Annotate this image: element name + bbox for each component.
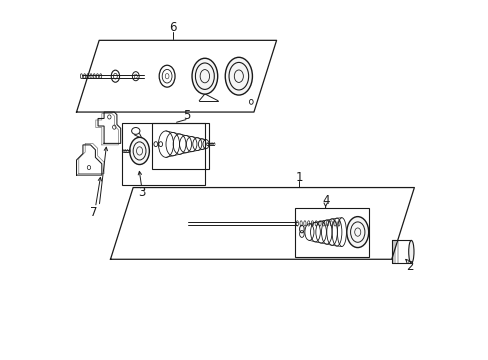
Ellipse shape (225, 57, 252, 95)
Bar (295, 208, 368, 257)
Ellipse shape (192, 58, 217, 94)
Text: 7: 7 (90, 206, 97, 219)
Text: 5: 5 (183, 109, 190, 122)
Text: 3: 3 (138, 186, 145, 199)
Text: 2: 2 (405, 260, 413, 273)
Bar (152, 123, 208, 169)
Bar (122, 123, 204, 185)
Ellipse shape (408, 240, 413, 263)
Text: 1: 1 (295, 171, 303, 184)
Ellipse shape (129, 138, 149, 165)
Text: 6: 6 (169, 21, 176, 34)
Ellipse shape (346, 217, 368, 248)
Text: 4: 4 (321, 194, 329, 207)
